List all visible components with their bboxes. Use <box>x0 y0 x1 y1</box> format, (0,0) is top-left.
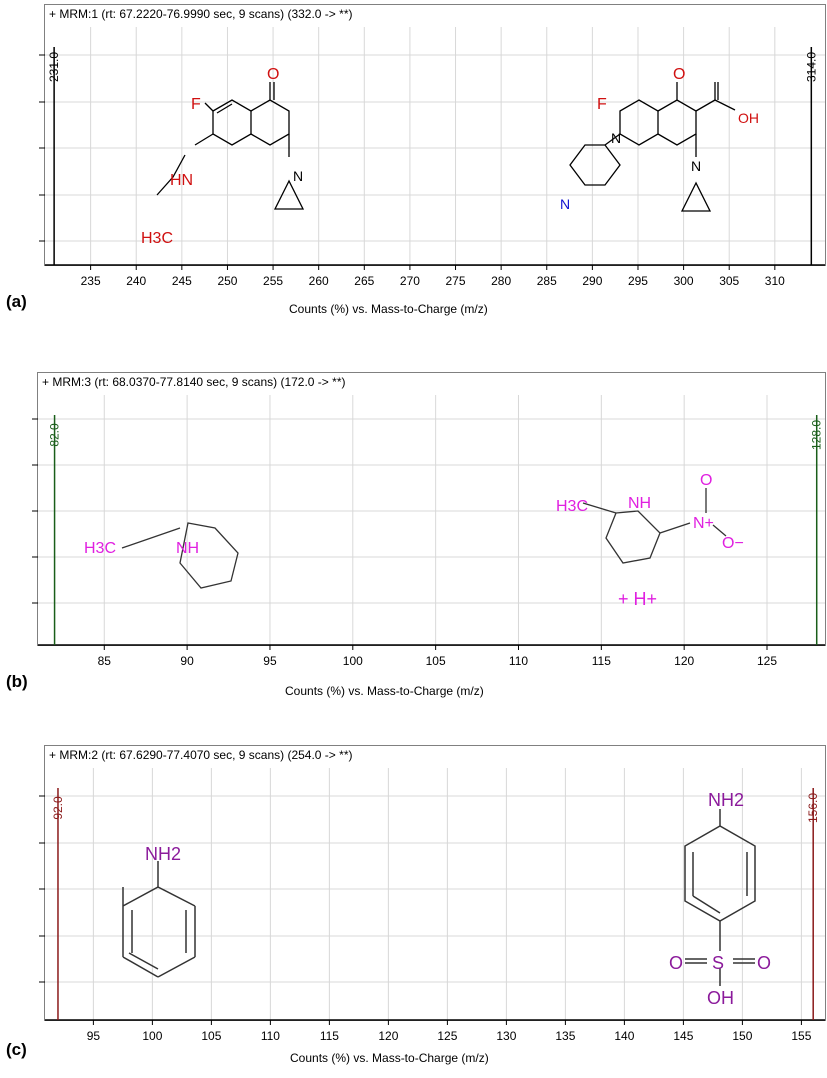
chart-header-c: + MRM:2 (rt: 67.6290-77.4070 sec, 9 scan… <box>49 748 353 762</box>
x-tick-label: 140 <box>614 1029 634 1043</box>
x-tick-label: 155 <box>791 1029 811 1043</box>
peak-label: 156.0 <box>806 793 820 823</box>
panel-a: 235 240 245 250 255 260 265 270 275 280 285 290 295 3… <box>0 0 827 330</box>
struct-a-n1: N <box>293 168 303 184</box>
struct-b-ominus: O− <box>722 535 744 552</box>
chart-header-a: + MRM:1 (rt: 67.2220-76.9990 sec, 9 scan… <box>49 7 353 21</box>
struct-a-n2: N <box>691 158 701 174</box>
x-tick-label: 90 <box>180 654 194 668</box>
panel-label-c: (c) <box>6 1040 27 1059</box>
struct-c-nh2-2: NH2 <box>708 790 744 810</box>
x-tick-label: 265 <box>354 274 374 288</box>
struct-b-h3c1: H3C <box>84 540 116 557</box>
x-tick-label: 130 <box>496 1029 516 1043</box>
peak-label: 82.0 <box>48 423 62 447</box>
structure-c-left: NH2 <box>122 844 196 978</box>
x-tick-label: 270 <box>400 274 420 288</box>
x-tick-label: 120 <box>378 1029 398 1043</box>
x-tick-label: 85 <box>98 654 112 668</box>
panel-label-a: (a) <box>6 292 27 311</box>
struct-a-o2: O <box>673 66 685 83</box>
struct-c-o2: O <box>757 953 771 973</box>
struct-b-h3c2: H3C <box>556 498 588 515</box>
struct-a-n3: N <box>611 130 621 146</box>
structure-b-right: H3C NH N+ O O− + H+ <box>556 472 744 609</box>
x-tick-label: 250 <box>217 274 237 288</box>
peak-label: 231.0 <box>47 52 61 82</box>
struct-b-nh2: NH <box>628 495 651 512</box>
x-tick-label: 115 <box>320 1029 339 1043</box>
structure-a-right: O F OH N N N <box>560 66 759 212</box>
x-tick-label: 100 <box>142 1029 162 1043</box>
struct-a-n4: N <box>560 196 570 212</box>
x-tick-label: 260 <box>309 274 329 288</box>
x-tick-label: 145 <box>673 1029 693 1043</box>
struct-c-nh2-1: NH2 <box>145 844 181 864</box>
x-tick-label: 150 <box>732 1029 752 1043</box>
panel-c: 95 100 105 110 115 120 125 130 135 140 145 150 155 92… <box>0 745 827 1078</box>
struct-b-nh1: NH <box>176 540 199 557</box>
struct-b-o1: O <box>700 472 712 489</box>
x-axis-label-b: Counts (%) vs. Mass-to-Charge (m/z) <box>285 684 484 698</box>
struct-b-nplus: N+ <box>693 515 714 532</box>
x-tick-label: 115 <box>592 654 611 668</box>
struct-b-hplus: + H+ <box>618 589 657 609</box>
x-tick-label: 110 <box>509 654 528 668</box>
x-tick-label: 295 <box>628 274 648 288</box>
x-tick-label: 95 <box>87 1029 101 1043</box>
x-axis-label-a: Counts (%) vs. Mass-to-Charge (m/z) <box>289 302 488 316</box>
x-tick-label: 235 <box>81 274 101 288</box>
x-tick-label: 300 <box>674 274 694 288</box>
x-tick-label: 135 <box>555 1029 575 1043</box>
x-tick-label: 310 <box>765 274 785 288</box>
structure-c-right: NH2 O S O OH <box>669 790 771 1008</box>
plot-area-c: 95 100 105 110 115 120 125 130 135 140 145 150 155 92… <box>39 745 826 1043</box>
x-tick-label: 110 <box>261 1029 280 1043</box>
struct-a-o1: O <box>267 66 279 83</box>
x-tick-label: 280 <box>491 274 511 288</box>
x-tick-label: 105 <box>426 654 446 668</box>
x-axis-label-c: Counts (%) vs. Mass-to-Charge (m/z) <box>290 1051 489 1065</box>
x-tick-label: 125 <box>757 654 777 668</box>
x-tick-label: 285 <box>537 274 557 288</box>
x-tick-label: 95 <box>263 654 277 668</box>
plot-area-a: 235 240 245 250 255 260 265 270 275 280 285 290 295 3… <box>39 4 826 288</box>
peak-label: 92.0 <box>51 796 65 820</box>
struct-c-s: S <box>712 953 724 973</box>
axes-a: 235 240 245 250 255 260 265 270 275 280 285 290 295 3… <box>39 27 825 288</box>
panel-label-b: (b) <box>6 672 28 691</box>
x-tick-label: 290 <box>582 274 602 288</box>
panel-b: 85 90 95 100 105 110 115 120 125 82.0 128.0 + MRM:… <box>0 370 827 700</box>
struct-a-f1: F <box>191 96 201 113</box>
structure-b-left: H3C NH <box>84 522 239 589</box>
peak-label: 128.0 <box>810 420 824 450</box>
struct-a-hn: HN <box>170 172 193 189</box>
axes-b: 85 90 95 100 105 110 115 120 125 82.0 128.0 <box>32 395 825 668</box>
struct-c-o1: O <box>669 953 683 973</box>
axes-c: 95 100 105 110 115 120 125 130 135 140 145 150 155 92… <box>39 768 825 1043</box>
x-tick-label: 245 <box>172 274 192 288</box>
x-tick-label: 125 <box>437 1029 457 1043</box>
x-tick-label: 105 <box>201 1029 221 1043</box>
chart-header-b: + MRM:3 (rt: 68.0370-77.8140 sec, 9 scan… <box>42 375 346 389</box>
x-tick-label: 120 <box>674 654 694 668</box>
x-tick-label: 100 <box>343 654 363 668</box>
struct-a-oh: OH <box>738 110 759 126</box>
x-tick-label: 305 <box>719 274 739 288</box>
struct-c-oh: OH <box>707 988 734 1008</box>
x-tick-label: 275 <box>446 274 466 288</box>
struct-a-f2: F <box>597 96 607 113</box>
x-tick-label: 255 <box>263 274 283 288</box>
structure-a-left: O F HN H3C N <box>141 66 305 247</box>
struct-a-h3c: H3C <box>141 230 173 247</box>
plot-area-b: 85 90 95 100 105 110 115 120 125 82.0 128.0 + MRM:… <box>32 372 826 668</box>
peak-label: 314.0 <box>804 52 818 82</box>
x-tick-label: 240 <box>126 274 146 288</box>
